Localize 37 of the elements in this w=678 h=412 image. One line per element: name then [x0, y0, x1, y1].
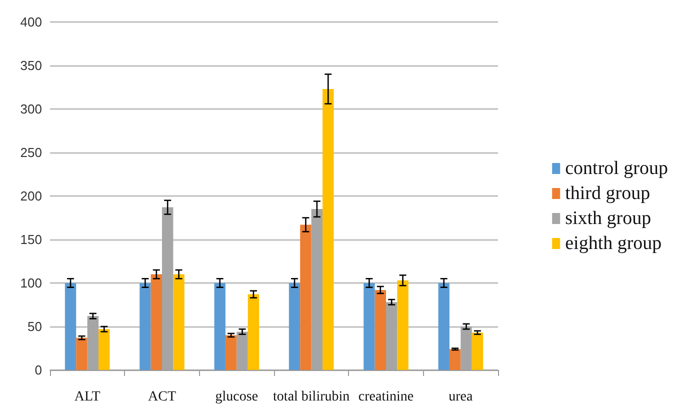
bar	[64, 283, 76, 370]
y-tick-label: 50	[28, 319, 42, 334]
legend-label: sixth group	[565, 208, 652, 229]
bar	[438, 283, 450, 370]
bar	[140, 283, 151, 370]
x-tick-label: ACT	[148, 390, 176, 404]
legend-label: eighth group	[565, 233, 662, 254]
x-tick-label: glucose	[215, 390, 258, 404]
x-tick-label: urea	[448, 390, 474, 404]
bar	[225, 335, 237, 370]
y-tick-label: 0	[34, 362, 42, 378]
x-tick-label: total bilirubin	[273, 390, 350, 404]
bar	[374, 290, 386, 370]
legend-label: third group	[565, 183, 650, 204]
bar	[449, 349, 461, 370]
y-tick-label: 400	[20, 14, 42, 30]
bar	[98, 329, 110, 370]
bar	[288, 283, 300, 370]
legend-label: control group	[565, 158, 668, 179]
bar	[472, 332, 484, 370]
bar	[150, 274, 162, 370]
x-tick-label: ALT	[74, 390, 101, 404]
bar	[248, 294, 260, 370]
y-tick-label: 100	[20, 276, 42, 290]
bar	[76, 338, 88, 370]
y-tick-label: 350	[20, 58, 42, 73]
y-tick-label: 250	[20, 145, 42, 160]
y-tick-label: 200	[20, 188, 42, 204]
bar	[300, 224, 312, 370]
y-tick-label: 300	[20, 102, 42, 116]
bar	[364, 283, 375, 370]
bar	[214, 283, 226, 370]
bar	[397, 280, 408, 370]
y-tick-label: 150	[20, 232, 42, 247]
x-tick-label: creatinine	[358, 390, 414, 404]
bar	[173, 274, 184, 370]
bar	[322, 88, 334, 370]
